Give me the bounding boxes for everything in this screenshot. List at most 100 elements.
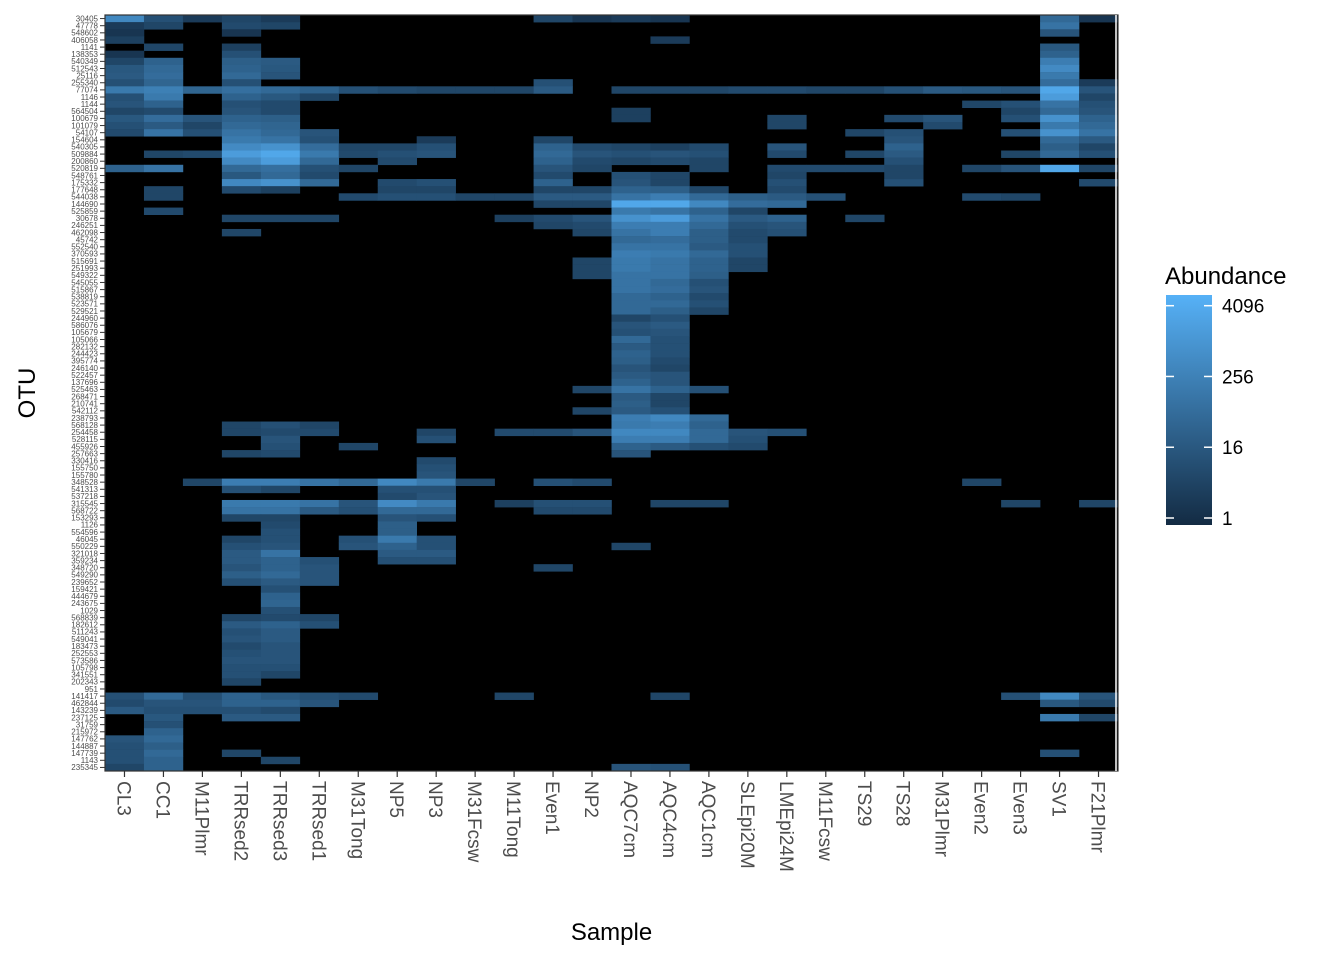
heatmap-cell [533,143,573,151]
heatmap-cell [533,507,573,515]
heatmap-cell [143,64,184,73]
heatmap-cell [650,407,690,415]
y-tick-label: 175332 [71,178,98,187]
heatmap-cell [260,214,301,223]
heatmap-cell [338,164,379,173]
y-tick-label: 155750 [71,464,98,473]
heatmap-cell [143,150,184,158]
legend-label: 1 [1222,509,1233,530]
heatmap-cell [221,22,262,30]
y-tick-label: 238793 [71,414,98,423]
heatmap-cell [221,121,262,130]
heatmap-cell [650,442,690,451]
y-tick-label: 237125 [71,713,98,722]
heatmap-cell [221,628,262,636]
y-tick-label: 511243 [72,628,99,637]
heatmap-cell [221,450,262,458]
heatmap-cell [611,321,651,330]
heatmap-cell [105,100,145,109]
heatmap-cell [143,721,184,729]
y-tick-label: 549290 [71,571,98,580]
heatmap-cell [299,421,340,429]
heatmap-cell [1040,50,1080,59]
x-tick-label: TS28 [892,781,913,826]
heatmap-cell [611,221,651,230]
heatmap-cell [572,385,612,394]
heatmap-cell [533,171,573,180]
y-tick-label: 45742 [76,235,99,244]
heatmap-cell [143,193,184,201]
heatmap-cell [650,400,690,408]
heatmap-cell [650,499,690,508]
heatmap-cell [767,150,807,158]
heatmap-cell [611,364,651,372]
heatmap-cell [1040,57,1080,66]
heatmap-cell [105,36,145,44]
heatmap-cell [962,164,1002,173]
heatmap-cell [689,435,729,444]
heatmap-cell [260,450,301,458]
heatmap-cell [377,157,417,166]
heatmap-cell [884,171,924,180]
heatmap-cell [377,86,417,94]
heatmap-cell [299,564,340,572]
y-tick-label: 244423 [71,350,98,359]
heatmap-cell [533,86,573,94]
heatmap-cell [143,107,184,116]
heatmap-cell [728,236,768,244]
heatmap-cell [260,599,301,608]
heatmap-cell [650,357,690,365]
heatmap-cell [377,499,417,508]
heatmap-cell [377,549,417,558]
heatmap-cell [221,57,262,66]
heatmap-cell [105,93,145,101]
y-tick-label: 512543 [71,64,98,73]
heatmap-cell [728,243,768,251]
heatmap-cell [611,371,651,380]
heatmap-cell [221,749,262,758]
x-tick-label: AQC7cm [619,781,640,858]
heatmap-cell [611,450,651,458]
x-axis-title: Sample [571,919,652,946]
heatmap-cell [767,164,807,173]
heatmap-cell [611,407,651,415]
heatmap-cell [260,628,301,636]
heatmap-cell [728,257,768,265]
heatmap-cell [260,157,301,166]
y-tick-label: 549322 [71,271,98,280]
y-tick-label: 462098 [71,228,98,237]
heatmap-cell [260,656,301,665]
x-tick-label: Even2 [970,781,991,835]
heatmap-cell [221,478,262,487]
heatmap-cell [1040,107,1080,116]
heatmap-cell [105,706,145,715]
heatmap-cell [611,207,651,215]
heatmap-cell [689,143,729,151]
heatmap-cell [689,307,729,315]
heatmap-cell [221,664,262,672]
heatmap-cell [650,193,690,201]
heatmap-cell [260,107,301,116]
heatmap-cell [260,186,301,194]
y-tick-label: 1126 [81,521,99,530]
x-tick-label: AQC4cm [658,781,679,858]
heatmap-cell [611,286,651,294]
heatmap-cell [1079,699,1119,708]
heatmap-cell [572,193,612,201]
heatmap-cell [611,250,651,258]
heatmap-cell [221,578,262,586]
heatmap-cell [143,43,184,51]
heatmap-cell [221,50,262,59]
heatmap-cell [572,157,612,166]
heatmap-cell [182,86,223,94]
heatmap-cell [182,706,223,715]
heatmap-cell [923,114,963,123]
heatmap-cell [650,414,690,422]
heatmap-cell [221,143,262,151]
heatmap-cell [923,86,963,94]
x-tick-label: NP5 [385,781,406,818]
heatmap-cell [650,143,690,151]
heatmap-cell [221,699,262,708]
y-tick-label: 529521 [71,307,98,316]
